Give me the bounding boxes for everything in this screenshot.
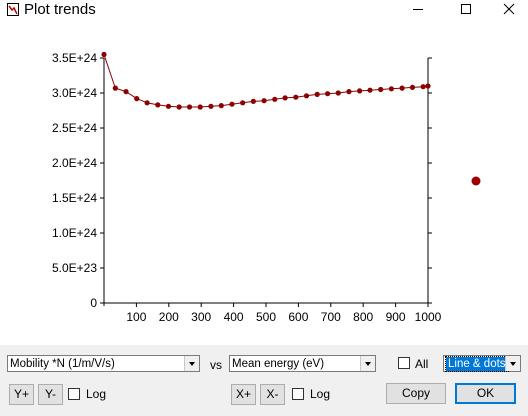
chevron-down-icon[interactable] <box>184 356 199 371</box>
data-point <box>261 98 267 104</box>
x-tick-label: 500 <box>256 310 276 324</box>
plot-frame <box>103 58 429 306</box>
chevron-down-icon[interactable] <box>360 356 375 371</box>
y-quantity-value: Mobility *N (1/m/V/s) <box>10 358 115 370</box>
title-bar: Plot trends <box>0 0 528 19</box>
plot-style-value: Line & dots <box>445 356 509 372</box>
data-point <box>324 91 331 97</box>
data-point <box>197 104 203 110</box>
minimize-button[interactable] <box>403 0 433 19</box>
data-point <box>144 100 150 106</box>
data-point <box>335 90 341 96</box>
x-tick-label: 1000 <box>415 310 442 324</box>
chevron-down-icon[interactable] <box>505 356 520 371</box>
legend <box>471 176 481 186</box>
maximize-icon <box>461 4 471 14</box>
y-tick-label: 2.5E+24 <box>52 121 97 135</box>
data-point <box>101 51 107 58</box>
data-point <box>229 101 235 107</box>
data-point <box>293 94 299 100</box>
close-icon <box>503 3 515 15</box>
y-minus-button[interactable]: Y- <box>38 384 63 405</box>
y-axis: 0 5.0E+23 1.0E+24 1.5E+24 2.0E+24 2.5E+24 3.0E… <box>52 51 432 310</box>
x-axis: 100 200 300 400 500 600 700 800 900 1000 <box>126 303 442 324</box>
y-plus-button[interactable]: Y+ <box>9 384 34 405</box>
x-log-checkbox[interactable] <box>292 388 304 400</box>
data-point <box>388 86 394 92</box>
data-point <box>367 87 373 93</box>
data-point <box>378 86 384 93</box>
trend-chart: 0 5.0E+23 1.0E+24 1.5E+24 2.0E+24 2.5E+24 3.0E… <box>52 51 481 324</box>
ok-button[interactable]: OK <box>455 383 516 404</box>
window-title: Plot trends <box>24 1 96 18</box>
x-tick-label: 600 <box>288 310 308 324</box>
all-checkbox[interactable] <box>398 357 410 369</box>
y-tick-label: 1.0E+24 <box>52 226 97 240</box>
data-point <box>357 88 363 94</box>
y-log-label: Log <box>86 387 107 401</box>
x-tick-label: 400 <box>224 310 244 324</box>
data-point <box>250 98 256 104</box>
x-tick-label: 800 <box>353 310 373 324</box>
y-quantity-select[interactable]: Mobility *N (1/m/V/s) <box>7 355 200 372</box>
data-point <box>218 103 224 109</box>
all-label: All <box>415 357 429 371</box>
x-tick-label: 100 <box>126 310 146 324</box>
chart-app-icon <box>7 3 19 16</box>
maximize-button[interactable] <box>451 0 481 19</box>
y-log-checkbox[interactable] <box>68 388 80 400</box>
close-button[interactable] <box>494 0 524 19</box>
x-tick-label: 200 <box>159 310 179 324</box>
data-point <box>303 93 310 99</box>
data-point <box>399 85 405 91</box>
plot-panel <box>0 19 528 345</box>
data-point <box>272 96 278 102</box>
x-tick-label: 700 <box>321 310 341 324</box>
data-point <box>346 89 352 95</box>
y-tick-label: 3.0E+24 <box>52 86 97 100</box>
data-point <box>409 84 416 90</box>
data-point <box>208 103 214 109</box>
data-point <box>155 102 161 108</box>
data-point <box>165 103 172 109</box>
vs-label: vs <box>210 358 222 372</box>
legend-marker <box>471 176 481 186</box>
data-point <box>112 85 118 91</box>
data-point <box>186 104 193 110</box>
plot-style-select[interactable]: Line & dots <box>443 355 521 372</box>
y-tick-label: 3.5E+24 <box>52 51 97 65</box>
x-log-label: Log <box>310 387 331 401</box>
data-point <box>314 91 320 97</box>
y-tick-label: 1.5E+24 <box>52 191 97 205</box>
x-quantity-value: Mean energy (eV) <box>232 358 325 370</box>
y-tick-label: 0 <box>90 296 97 310</box>
data-point <box>240 100 246 106</box>
y-tick-label: 5.0E+23 <box>52 261 97 275</box>
data-point <box>420 84 426 90</box>
x-tick-label: 300 <box>191 310 211 324</box>
data-point <box>134 96 140 102</box>
x-minus-button[interactable]: X- <box>260 384 285 405</box>
data-point <box>425 83 431 89</box>
series-layer <box>101 51 431 110</box>
x-quantity-select[interactable]: Mean energy (eV) <box>229 355 376 372</box>
data-point <box>176 104 182 110</box>
copy-button[interactable]: Copy <box>386 383 446 404</box>
y-tick-label: 2.0E+24 <box>52 156 97 170</box>
minimize-icon <box>413 9 423 10</box>
data-point <box>282 95 288 101</box>
x-tick-label: 900 <box>386 310 406 324</box>
data-point <box>123 89 129 95</box>
x-plus-button[interactable]: X+ <box>231 384 256 405</box>
